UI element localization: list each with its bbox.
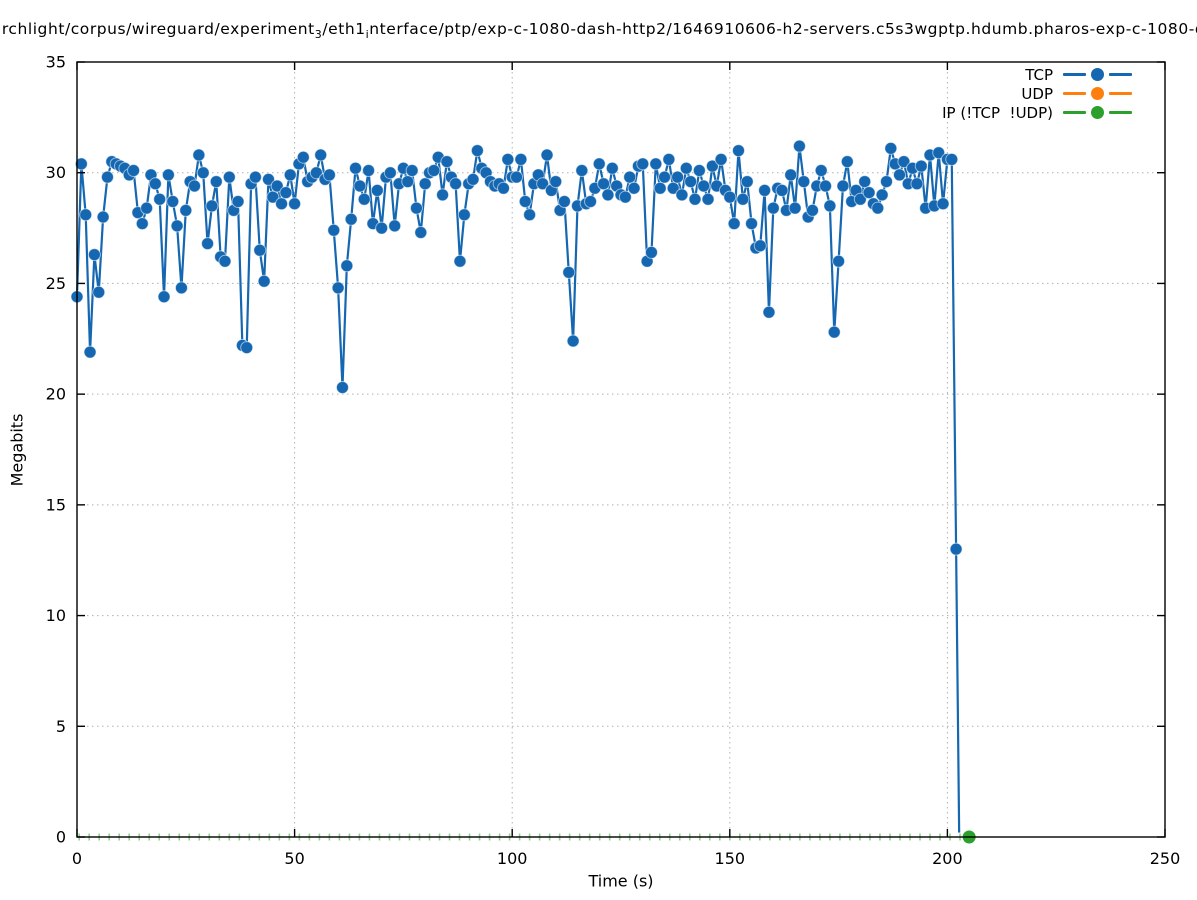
- chart-title-segment: nterface/ptp/exp-c-1080-dash-http2/16469…: [369, 20, 1197, 38]
- x-tick-label: 200: [932, 849, 963, 868]
- point-swatch-icon: [1091, 87, 1104, 100]
- y-tick-label: 20: [46, 385, 66, 404]
- y-tick-label: 10: [46, 606, 66, 625]
- line-swatch-icon: [1063, 92, 1086, 95]
- y-tick-label: 35: [46, 53, 66, 72]
- point-swatch-icon: [1091, 106, 1104, 119]
- x-tick-label: 100: [497, 849, 528, 868]
- chart-title-segment: /eth1: [322, 20, 366, 38]
- y-tick-label: 30: [46, 163, 66, 182]
- y-tick-label: 15: [46, 495, 66, 514]
- chart-title-subscript: 3: [314, 28, 323, 42]
- x-tick-label: 50: [284, 849, 304, 868]
- legend-entry-tcp: TCP: [942, 65, 1141, 84]
- series-tcp: [70, 139, 963, 833]
- x-axis-label: Time (s): [588, 871, 654, 891]
- y-tick-label: 25: [46, 274, 66, 293]
- legend-label-ip: IP (!TCP !UDP): [942, 103, 1053, 122]
- legend: TCP UDP IP (!TCP !UDP): [942, 65, 1141, 122]
- legend-sample-udp: [1063, 87, 1141, 100]
- chart-title-segment: earchlight/corpus/wireguard/experiment: [0, 20, 315, 38]
- y-tick-label: 5: [56, 717, 66, 736]
- x-tick-label: 250: [1150, 849, 1181, 868]
- chart-title: earchlight/corpus/wireguard/experiment3/…: [0, 20, 1197, 42]
- axis-ticks: 0 50 100 150 200 250 0 5 10 15 20 25 30 35: [46, 53, 1181, 869]
- legend-label-tcp: TCP: [1025, 65, 1053, 84]
- legend-label-udp: UDP: [1021, 84, 1053, 103]
- chart-title-subscript: i: [365, 28, 370, 42]
- x-tick-label: 150: [715, 849, 746, 868]
- line-swatch-icon: [1063, 73, 1086, 76]
- y-tick-label: 0: [56, 828, 66, 847]
- legend-sample-tcp: [1063, 68, 1141, 81]
- line-swatch-icon: [1109, 92, 1132, 95]
- legend-sample-ip: [1063, 106, 1141, 119]
- y-axis-label: Megabits: [7, 413, 27, 487]
- gridlines: [77, 61, 1166, 837]
- point-swatch-icon: [1091, 68, 1104, 81]
- legend-entry-ip: IP (!TCP !UDP): [942, 103, 1141, 122]
- legend-entry-udp: UDP: [942, 84, 1141, 103]
- x-tick-label: 0: [72, 849, 82, 868]
- line-swatch-icon: [1063, 111, 1086, 114]
- line-swatch-icon: [1109, 111, 1132, 114]
- line-swatch-icon: [1109, 73, 1132, 76]
- plot-border: [76, 61, 1166, 838]
